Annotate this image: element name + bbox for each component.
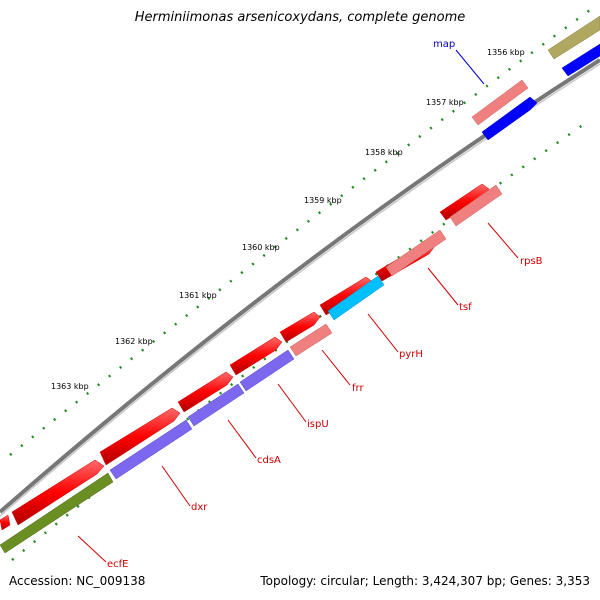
gene-label-pyrH: pyrH [399, 349, 423, 360]
forward-feature-4 [177, 371, 234, 413]
reverse-strand-features [0, 184, 503, 554]
map-blue-feature [481, 96, 538, 141]
tick-label: 1356 kbp [487, 48, 525, 57]
pyrH-feature [327, 275, 385, 321]
olive-feature [547, 15, 600, 60]
tick-labels: 1356 kbp 1357 kbp 1358 kbp 1359 kbp 1360… [51, 48, 525, 391]
tick-label: 1363 kbp [51, 382, 89, 391]
ispU-feature [239, 349, 295, 392]
map-callout [455, 49, 485, 85]
gene-label-cdsA: cdsA [257, 455, 281, 466]
outer-tick-ring [9, 8, 591, 456]
dxr-feature [109, 419, 193, 480]
forward-feature-2 [11, 459, 105, 526]
gene-label-frr: frr [352, 383, 364, 394]
tick-label: 1358 kbp [365, 148, 403, 157]
map-features [471, 15, 600, 141]
map-title: Herminiimonas arsenicoxydans, complete g… [134, 10, 466, 25]
gene-label-dxr: dxr [191, 502, 208, 513]
tsf-feature [385, 229, 447, 277]
forward-feature-6 [279, 311, 321, 343]
ecfE-feature [0, 472, 114, 554]
gene-callouts [77, 222, 519, 563]
tick-label: 1362 kbp [115, 337, 153, 346]
tick-label: 1360 kbp [242, 243, 280, 252]
gene-label-rpsB: rpsB [520, 256, 543, 267]
top-blue-feature [561, 43, 600, 77]
frr-feature [289, 323, 333, 357]
cdsA-feature [187, 383, 245, 427]
forward-feature-3 [99, 407, 181, 466]
gene-label-ispU: ispU [307, 419, 329, 430]
map-gene-label: map [433, 39, 455, 50]
accession-text: Accession: NC_009138 [9, 574, 146, 588]
gene-label-tsf: tsf [459, 302, 472, 313]
forward-feature-5 [229, 336, 283, 376]
forward-feature-1 [0, 514, 11, 531]
map-pink-feature [471, 79, 529, 126]
tick-label: 1359 kbp [304, 196, 342, 205]
gene-label-ecfE: ecfE [107, 559, 129, 570]
rpsB-feature [449, 184, 503, 227]
tick-label: 1357 kbp [426, 98, 464, 107]
backbone-line [0, 58, 600, 514]
tick-label: 1361 kbp [179, 291, 217, 300]
gene-labels: rpsB tsf pyrH frr ispU cdsA dxr ecfE [107, 256, 543, 570]
genome-summary-text: Topology: circular; Length: 3,424,307 bp… [260, 574, 590, 588]
